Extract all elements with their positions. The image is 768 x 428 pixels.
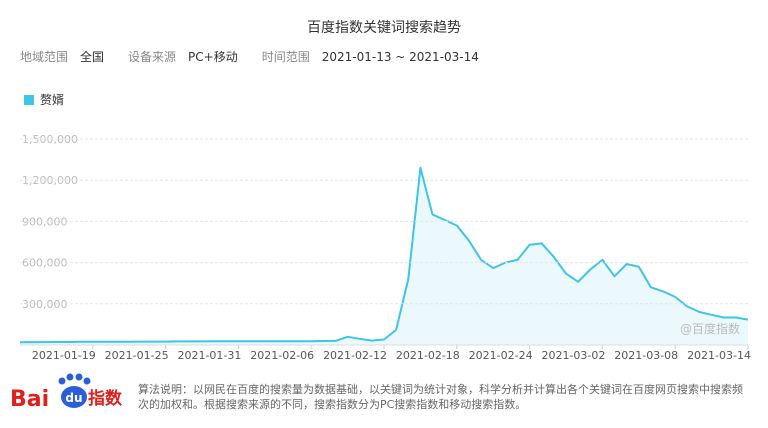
- filter-label: 地域范围: [20, 50, 68, 64]
- filter-value: 2021-01-13 ~ 2021-03-14: [322, 50, 479, 64]
- area: [20, 167, 748, 345]
- x-tick-label: 2021-03-02: [541, 349, 605, 362]
- legend-swatch: [24, 95, 34, 105]
- chart-title: 百度指数关键词搜索趋势: [307, 19, 461, 36]
- x-tick-label: 2021-02-06: [250, 349, 314, 362]
- x-tick-label: 2021-03-08: [614, 349, 678, 362]
- filter-value: PC+移动: [188, 50, 238, 64]
- y-tick-label: 600,000: [22, 257, 68, 270]
- x-tick-label: 2021-03-14: [687, 349, 751, 362]
- y-tick-label: 1,500,000: [22, 133, 78, 146]
- line: [19, 166, 749, 344]
- logo-paw: [61, 386, 87, 408]
- x-tick-label: 2021-02-24: [469, 349, 533, 362]
- logo-toe: [83, 377, 91, 385]
- x-tick-label: 2021-01-19: [32, 349, 96, 362]
- y-tick-label: 300,000: [22, 298, 68, 311]
- logo-toe: [75, 373, 83, 381]
- filter-label: 时间范围: [262, 50, 310, 64]
- y-tick-label: 900,000: [22, 215, 68, 228]
- algorithm-note: 算法说明：以网民在百度的搜索量为数据基础，以关键词为统计对象，科学分析并计算出各…: [138, 383, 743, 411]
- x-tick-label: 2021-01-31: [177, 349, 241, 362]
- y-tick-label: 1,200,000: [22, 174, 78, 187]
- logo-du: du: [65, 391, 82, 405]
- x-tick-label: 2021-02-18: [396, 349, 460, 362]
- filter-value: 全国: [80, 49, 104, 64]
- legend-label: 赘婿: [40, 92, 64, 107]
- logo-toe: [66, 373, 74, 381]
- x-tick-label: 2021-02-12: [323, 349, 387, 362]
- watermark: @百度指数: [680, 321, 740, 336]
- logo-bai: Bai: [10, 387, 49, 412]
- x-tick-label: 2021-01-25: [105, 349, 169, 362]
- logo-index: 指数: [88, 388, 123, 409]
- logo-toe: [58, 377, 66, 385]
- filter-label: 设备来源: [128, 50, 176, 64]
